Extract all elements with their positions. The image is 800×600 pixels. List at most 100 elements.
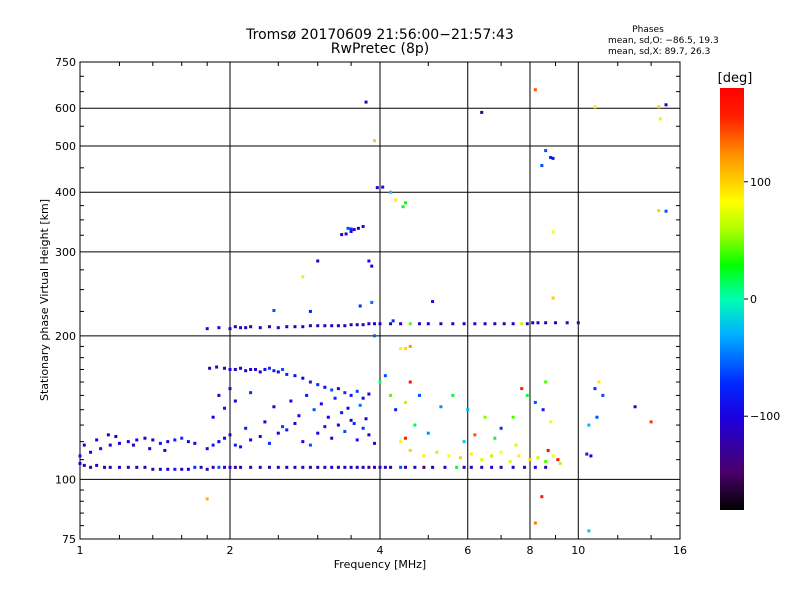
data-point [135,465,139,469]
data-point [378,380,382,384]
data-point [417,393,421,397]
data-point [462,440,466,444]
data-point [587,529,591,533]
data-point [367,433,371,437]
data-point [490,454,494,458]
data-point [370,264,374,268]
data-point [289,399,293,403]
colorbar-ticks: 100 0 −100 [744,176,780,423]
data-point [367,392,371,396]
data-point [301,325,305,329]
data-point [361,465,365,469]
data-point [272,308,276,312]
data-point [413,465,417,469]
data-point [403,201,407,205]
data-point [451,393,455,397]
colorbar-tick-label: −100 [750,410,780,423]
data-point [443,465,447,469]
colorbar [720,88,744,510]
data-point [399,440,403,444]
data-point [546,448,550,452]
data-point [431,465,435,469]
data-point [223,436,227,440]
x-tick-label: 4 [377,544,384,557]
x-tick-label: 16 [673,544,687,557]
data-point [249,465,253,469]
data-point [78,454,82,458]
data-point [233,465,237,469]
data-point [373,465,377,469]
data-point [114,435,118,439]
data-point [316,465,320,469]
data-point [336,465,340,469]
data-point [595,415,599,419]
data-point [358,403,362,407]
data-point [593,105,597,109]
data-point [103,465,107,469]
data-point [301,465,305,469]
data-point [180,436,184,440]
data-point [249,325,253,329]
data-point [258,326,262,330]
data-point [601,393,605,397]
data-point [95,463,99,467]
data-point [355,465,359,469]
data-point [249,438,253,442]
data-point [370,300,374,304]
data-point [520,387,524,391]
data-point [285,465,289,469]
data-point [502,322,506,326]
y-tick-label: 750 [55,56,76,69]
data-point [399,322,403,326]
data-point [408,322,412,326]
data-point [217,393,221,397]
data-point [383,374,387,378]
data-point [541,408,545,412]
data-point [346,406,350,410]
data-point [422,454,426,458]
data-point [258,370,262,374]
colorbar-unit-label: [deg] [718,71,753,86]
data-point [117,465,121,469]
data-point [349,418,353,422]
data-point [233,367,237,371]
data-point [508,460,512,464]
data-point [276,326,280,330]
data-point [589,454,593,458]
data-point [217,440,221,444]
data-point [228,433,232,437]
data-point [205,467,209,471]
data-point [263,420,267,424]
data-point [408,344,412,348]
data-point [544,321,548,325]
data-point [166,467,170,471]
data-point [593,387,597,391]
data-point [253,367,257,371]
data-point [422,465,426,469]
data-point [544,380,548,384]
x-tick-label: 8 [527,544,534,557]
data-point [373,334,377,338]
data-point [455,465,459,469]
data-point [462,465,466,469]
data-point [330,324,334,328]
data-point [82,463,86,467]
x-tick-label: 10 [571,544,585,557]
data-point [549,420,553,424]
data-point [312,408,316,412]
data-point [281,425,285,429]
colorbar-tick-label: 0 [750,293,757,306]
data-point [340,233,344,237]
data-point [211,443,215,447]
data-point [499,450,503,454]
data-point [558,461,562,465]
data-point [352,228,356,232]
data-point [89,465,93,469]
data-point [556,458,560,462]
data-point [148,447,152,451]
data-point [276,370,280,374]
data-point [417,322,421,326]
data-point [399,347,403,351]
data-point [301,376,305,380]
y-tick-label: 200 [55,330,76,343]
